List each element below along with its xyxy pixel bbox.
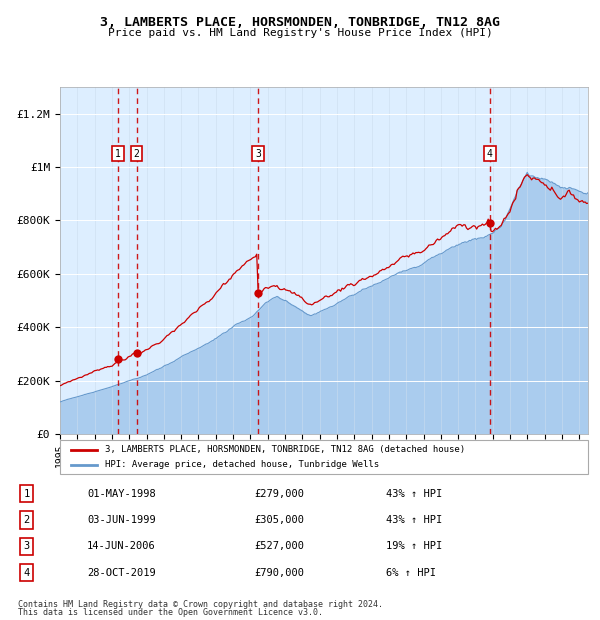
Text: 01-MAY-1998: 01-MAY-1998: [87, 489, 155, 498]
Text: £279,000: £279,000: [254, 489, 304, 498]
Text: £790,000: £790,000: [254, 568, 304, 578]
Text: Contains HM Land Registry data © Crown copyright and database right 2024.: Contains HM Land Registry data © Crown c…: [18, 600, 383, 609]
Text: 2: 2: [23, 515, 29, 525]
Text: 4: 4: [23, 568, 29, 578]
Text: 43% ↑ HPI: 43% ↑ HPI: [386, 489, 443, 498]
Text: 28-OCT-2019: 28-OCT-2019: [87, 568, 155, 578]
Text: 3: 3: [23, 541, 29, 551]
Text: 4: 4: [487, 149, 493, 159]
FancyBboxPatch shape: [60, 440, 588, 474]
Text: £305,000: £305,000: [254, 515, 304, 525]
Text: Price paid vs. HM Land Registry's House Price Index (HPI): Price paid vs. HM Land Registry's House …: [107, 28, 493, 38]
Text: 3: 3: [255, 149, 261, 159]
Text: 19% ↑ HPI: 19% ↑ HPI: [386, 541, 443, 551]
Text: £527,000: £527,000: [254, 541, 304, 551]
Text: 6% ↑ HPI: 6% ↑ HPI: [386, 568, 436, 578]
Text: 2: 2: [134, 149, 139, 159]
Text: 3, LAMBERTS PLACE, HORSMONDEN, TONBRIDGE, TN12 8AG: 3, LAMBERTS PLACE, HORSMONDEN, TONBRIDGE…: [100, 16, 500, 29]
Text: 1: 1: [115, 149, 121, 159]
Text: 3, LAMBERTS PLACE, HORSMONDEN, TONBRIDGE, TN12 8AG (detached house): 3, LAMBERTS PLACE, HORSMONDEN, TONBRIDGE…: [105, 445, 465, 454]
Text: HPI: Average price, detached house, Tunbridge Wells: HPI: Average price, detached house, Tunb…: [105, 460, 379, 469]
Text: 1: 1: [23, 489, 29, 498]
Text: 43% ↑ HPI: 43% ↑ HPI: [386, 515, 443, 525]
Text: 14-JUN-2006: 14-JUN-2006: [87, 541, 155, 551]
Text: This data is licensed under the Open Government Licence v3.0.: This data is licensed under the Open Gov…: [18, 608, 323, 617]
Text: 03-JUN-1999: 03-JUN-1999: [87, 515, 155, 525]
